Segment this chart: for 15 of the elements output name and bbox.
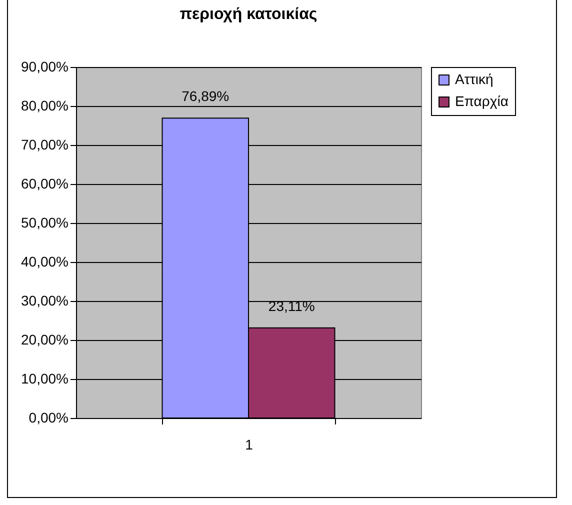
y-tick-label: 70,00% — [21, 136, 68, 152]
y-tick-label: 40,00% — [21, 254, 68, 270]
chart-title: περιοχή κατοικίας — [180, 6, 318, 23]
y-tick-label: 0,00% — [28, 410, 68, 426]
y-tick-label: 20,00% — [21, 332, 68, 348]
legend-label: Αττική — [455, 71, 494, 87]
y-tick-label: 90,00% — [21, 58, 68, 74]
y-tick-label: 10,00% — [21, 370, 68, 386]
y-tick-label: 60,00% — [21, 176, 68, 192]
y-tick-label: 80,00% — [21, 98, 68, 114]
legend-label: Επαρχία — [455, 93, 508, 109]
y-tick-label: 30,00% — [21, 292, 68, 308]
data-label: 76,89% — [182, 88, 230, 104]
y-tick-label: 50,00% — [21, 214, 68, 230]
x-tick-label: 1 — [245, 436, 254, 452]
